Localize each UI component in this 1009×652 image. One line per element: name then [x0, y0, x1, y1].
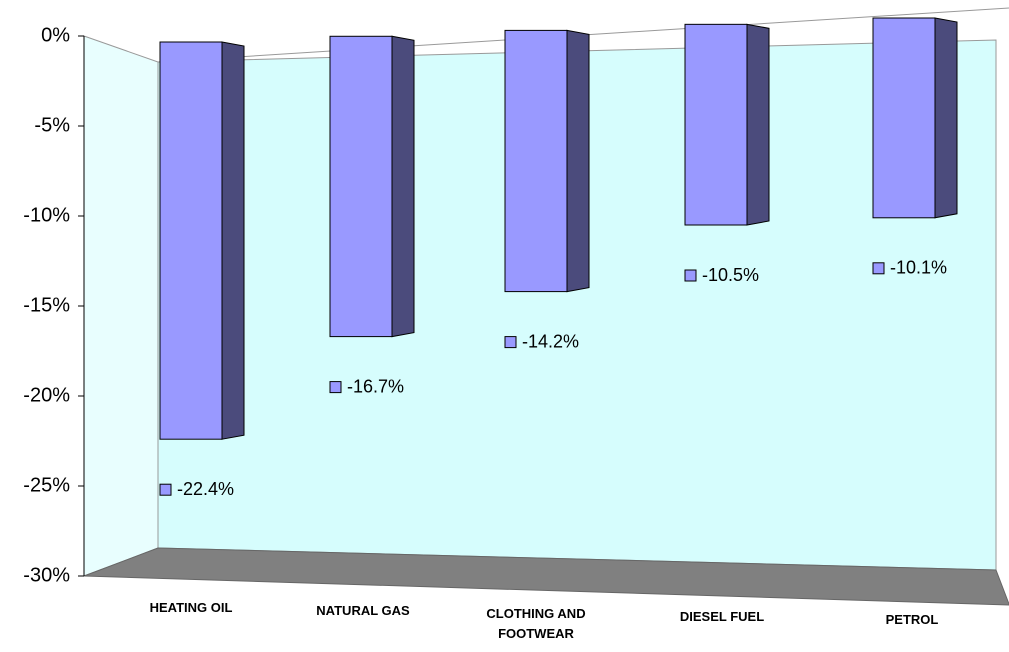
value-label: -14.2% — [522, 331, 579, 351]
bar-side — [746, 23, 770, 226]
bar — [872, 17, 936, 219]
y-tick-label: -10% — [23, 204, 70, 226]
bar — [504, 29, 568, 293]
label-marker — [329, 381, 342, 394]
label-marker — [872, 262, 885, 275]
label-marker — [504, 336, 517, 349]
y-tick-label: -20% — [23, 384, 70, 406]
bar — [684, 23, 748, 226]
value-label: -10.5% — [702, 265, 759, 285]
value-label: -10.1% — [890, 258, 947, 278]
value-label: -16.7% — [347, 376, 404, 396]
label-marker — [684, 269, 697, 282]
floor — [83, 547, 1009, 606]
bar-side — [221, 41, 245, 440]
y-tick-label: -25% — [23, 474, 70, 496]
label-marker — [159, 483, 172, 496]
y-tick-label: 0% — [41, 24, 70, 46]
bar — [329, 35, 393, 338]
x-tick-label: NATURAL GAS — [316, 603, 410, 618]
bar-side — [566, 29, 590, 293]
bar-side — [934, 17, 958, 219]
x-tick-label: PETROL — [885, 612, 939, 627]
y-tick-label: -5% — [34, 114, 70, 136]
side-wall — [83, 35, 159, 577]
x-tick-label: CLOTHING AND FOOTWEAR — [486, 606, 586, 641]
value-label: -22.4% — [177, 479, 234, 499]
x-tick-label: HEATING OIL — [149, 600, 233, 615]
x-tick-label: DIESEL FUEL — [679, 609, 765, 624]
y-tick-label: -15% — [23, 294, 70, 316]
bar-side — [391, 35, 415, 338]
y-tick-label: -30% — [23, 564, 70, 586]
bar — [159, 41, 223, 440]
